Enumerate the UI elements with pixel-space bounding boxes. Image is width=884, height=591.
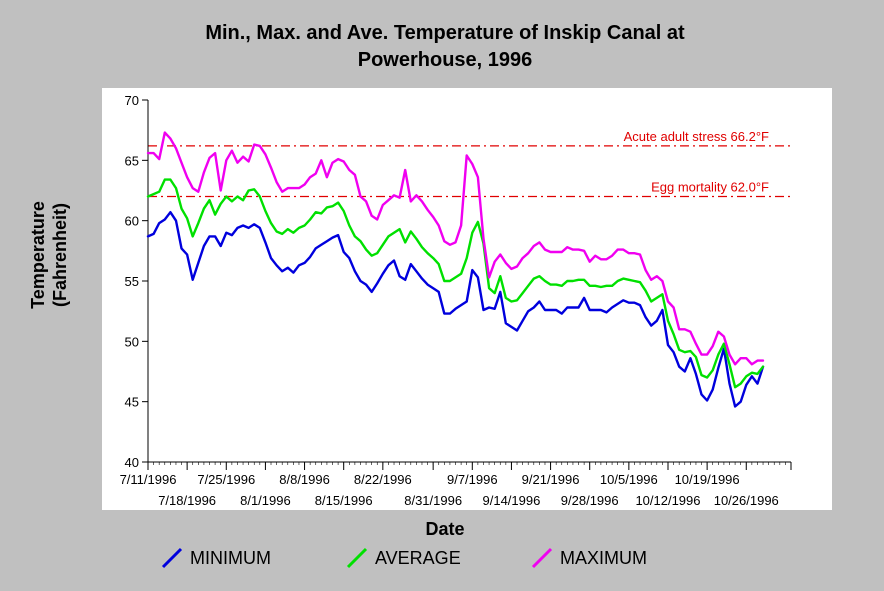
x-tick-label-8: 8/31/1996 [404,493,462,508]
legend-label-average: AVERAGE [375,547,461,568]
chart-title-line-1: Min., Max. and Ave. Temperature of Inski… [205,22,685,44]
legend-swatch-average [346,548,368,569]
x-tick-label-5: 8/8/1996 [279,472,330,487]
y-tick-label-70: 70 [125,93,139,108]
x-tick-label-14: 10/12/1996 [635,493,700,508]
reference-line-label-2: Egg mortality 62.0°F [651,180,769,195]
x-tick-label-13: 10/5/1996 [600,472,658,487]
y-tick-label-45: 45 [125,395,139,410]
legend-line-minimum [161,548,183,569]
legend-line-average [346,548,368,569]
x-tick-label-16: 10/26/1996 [714,493,779,508]
series-line-minimum [146,210,765,408]
y-tick-label-65: 65 [125,153,139,168]
legend-item-average: AVERAGE [345,547,461,569]
x-tick-label-3: 7/25/1996 [197,472,255,487]
legend-item-minimum: MINIMUM [160,547,271,569]
x-axis-title: Date [425,519,465,539]
legend-swatch-minimum [161,548,183,569]
x-tick-label-1: 7/11/1996 [120,472,177,487]
legend-line-maximum [531,548,553,569]
x-tick-label-11: 9/21/1996 [522,472,580,487]
legend-swatch-maximum [531,548,553,569]
chart-title: Min., Max. and Ave. Temperature of Inski… [100,20,790,74]
reference-line-label-1: Acute adult stress 66.2°F [624,129,769,144]
x-tick-label-6: 8/15/1996 [315,493,373,508]
legend-item-maximum: MAXIMUM [530,547,647,569]
x-tick-label-12: 9/28/1996 [561,493,619,508]
x-tick-label-15: 10/19/1996 [675,472,740,487]
y-tick-label-60: 60 [125,214,139,229]
x-tick-label-2: 7/18/1996 [158,493,216,508]
x-tick-label-4: 8/1/1996 [240,493,291,508]
x-tick-label-7: 8/22/1996 [354,472,412,487]
legend-label-minimum: MINIMUM [190,547,271,568]
series-line-average [146,178,765,389]
legend-label-maximum: MAXIMUM [560,547,647,568]
x-tick-label-10: 9/14/1996 [483,493,541,508]
y-tick-label-40: 40 [125,455,139,470]
y-tick-label-55: 55 [125,274,139,289]
y-tick-label-50: 50 [125,334,139,349]
series-line-maximum [146,131,765,366]
chart-title-line-2: Powerhouse, 1996 [357,49,533,71]
temperature-chart: Acute adult stress 66.2°F Egg mortality 6… [102,88,832,510]
x-tick-label-9: 9/7/1996 [447,472,498,487]
